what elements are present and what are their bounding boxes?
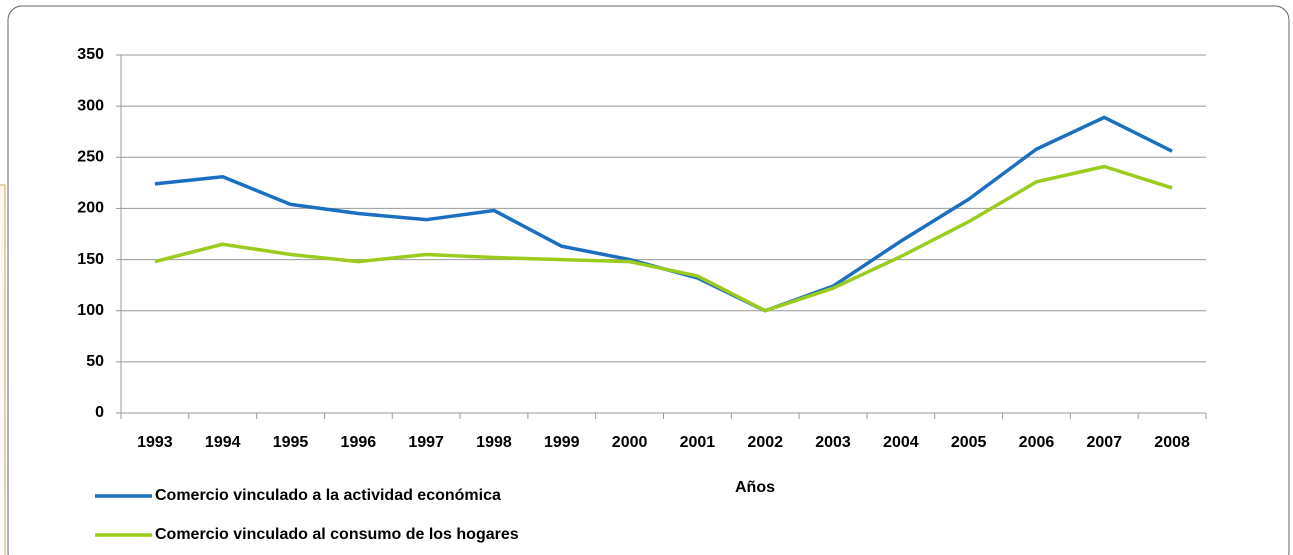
x-tick-label: 1996 bbox=[341, 434, 377, 451]
x-tick-label: 1993 bbox=[137, 434, 173, 451]
x-tick-label: 2004 bbox=[883, 434, 919, 451]
y-tick-label: 300 bbox=[77, 97, 104, 114]
x-tick-label: 1999 bbox=[544, 434, 580, 451]
x-tick-label: 2003 bbox=[815, 434, 851, 451]
x-axis-title: Años bbox=[735, 479, 775, 496]
y-tick-label: 250 bbox=[77, 149, 104, 166]
x-tick-label: 2005 bbox=[951, 434, 987, 451]
series-line bbox=[154, 164, 1173, 313]
x-tick-label: 1998 bbox=[476, 434, 512, 451]
legend-label: Comercio vinculado al consumo de los hog… bbox=[155, 526, 519, 543]
x-tick-label: 2001 bbox=[680, 434, 716, 451]
y-tick-label: 0 bbox=[95, 404, 104, 421]
y-tick-label: 150 bbox=[77, 251, 104, 268]
side-panel bbox=[0, 184, 6, 555]
legend-label: Comercio vinculado a la actividad económ… bbox=[155, 487, 501, 504]
x-tick-label: 1994 bbox=[205, 434, 241, 451]
x-tick-label: 2000 bbox=[612, 434, 648, 451]
y-tick-label: 100 bbox=[77, 302, 104, 319]
x-tick-label: 2006 bbox=[1019, 434, 1055, 451]
y-tick-label: 50 bbox=[86, 353, 104, 370]
x-tick-label: 2007 bbox=[1086, 434, 1122, 451]
x-tick-label: 1997 bbox=[408, 434, 444, 451]
chart-frame bbox=[7, 5, 1290, 555]
x-tick-label: 1995 bbox=[273, 434, 309, 451]
y-tick-label: 200 bbox=[77, 200, 104, 217]
x-tick-label: 2002 bbox=[747, 434, 783, 451]
x-tick-label: 2008 bbox=[1154, 434, 1190, 451]
y-tick-label: 350 bbox=[77, 46, 104, 63]
